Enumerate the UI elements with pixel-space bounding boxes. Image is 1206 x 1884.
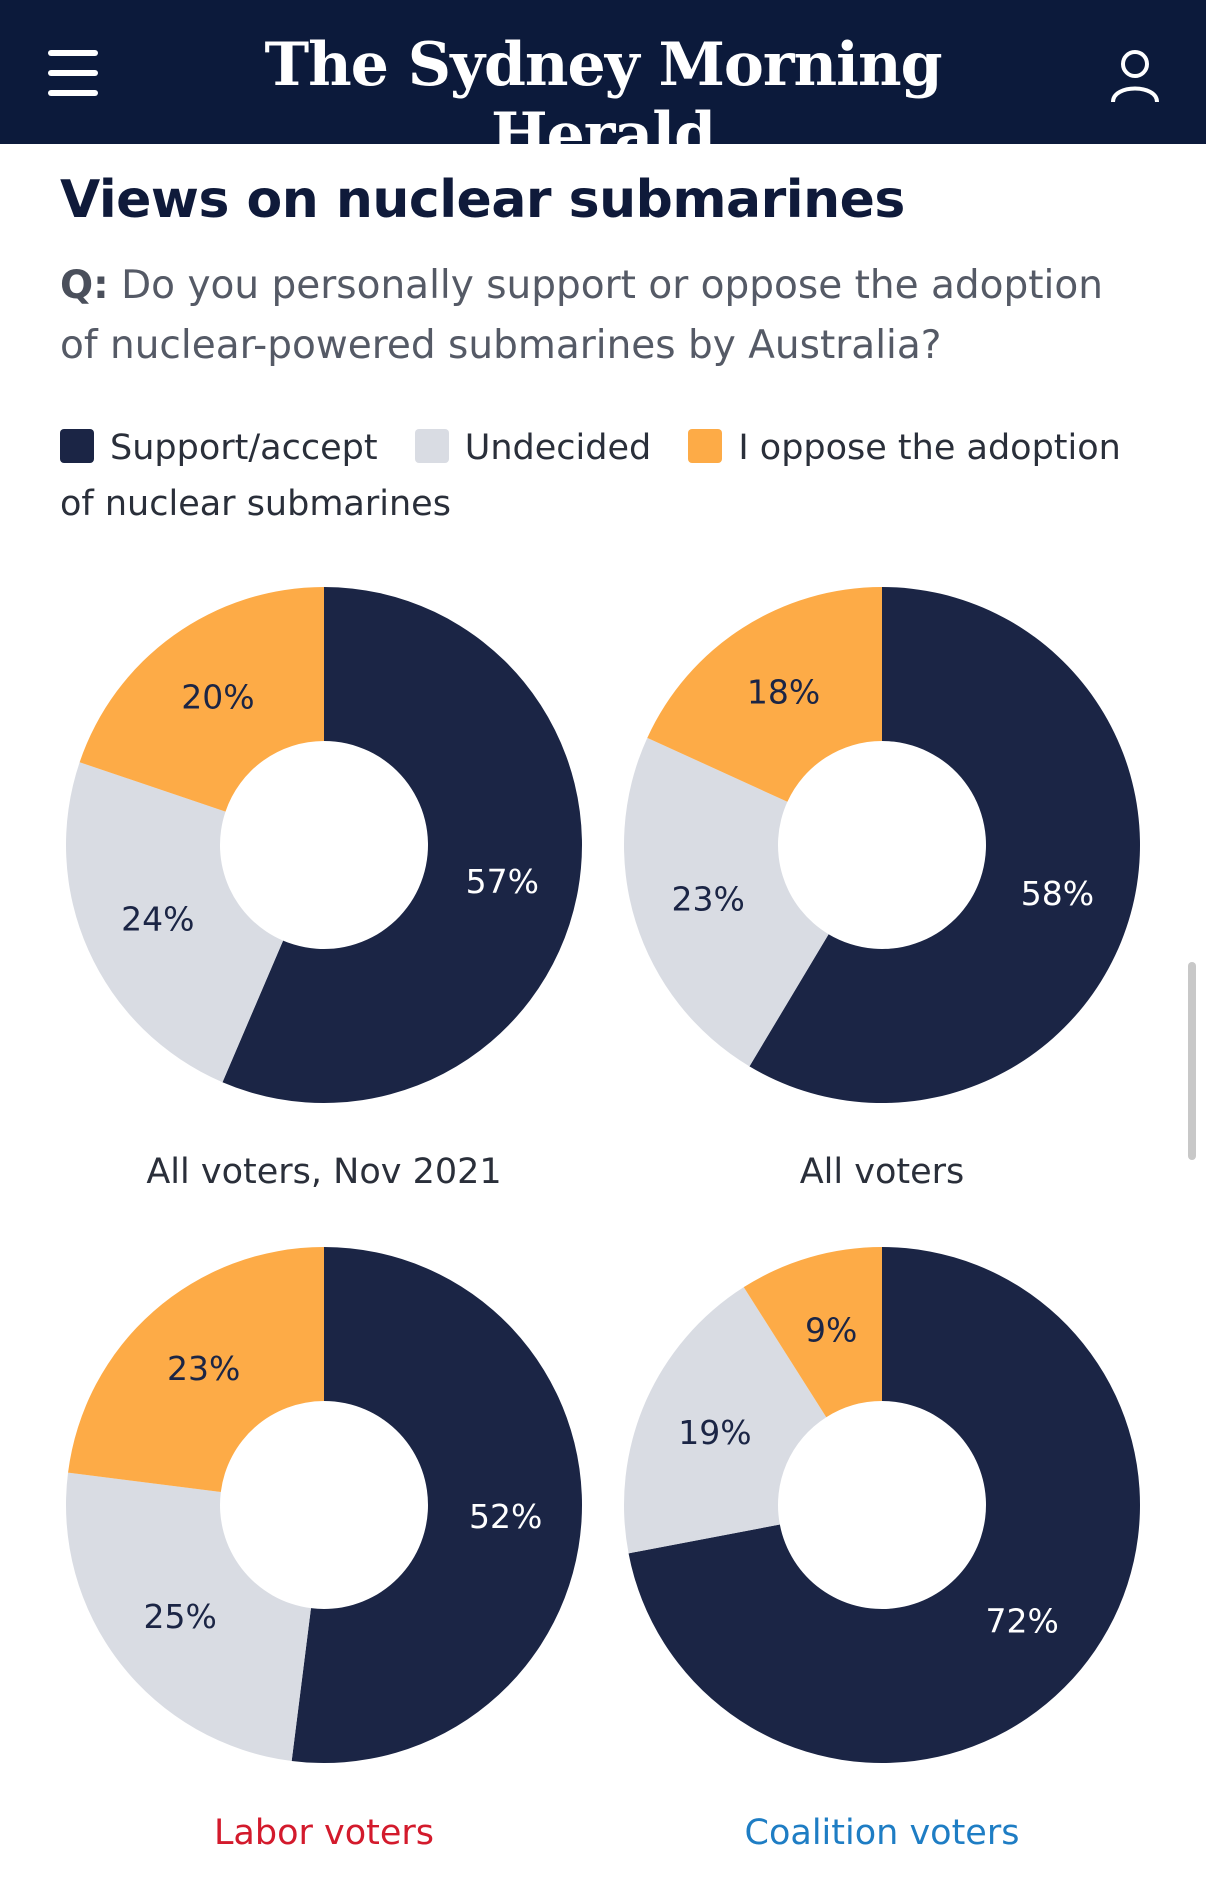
- slice-label-support: 57%: [466, 862, 539, 901]
- slice-support: [222, 587, 582, 1103]
- question-prefix: Q:: [60, 263, 109, 308]
- chart-caption-coalition-voters: Coalition voters: [745, 1813, 1020, 1853]
- chart-caption-all-voters: All voters: [800, 1152, 965, 1192]
- chart-caption-labor-voters: Labor voters: [214, 1813, 434, 1853]
- slice-oppose: [743, 1247, 882, 1418]
- donut-chart-all-voters: 58% 23% 18% All voters: [623, 587, 1140, 1192]
- slice-undecided: [65, 762, 284, 1083]
- legend-item-support: Support/accept: [60, 428, 389, 468]
- legend-swatch-support: [60, 429, 94, 463]
- slice-support: [749, 587, 1140, 1103]
- legend-label-oppose: I oppose the adoption of nuclear submari…: [60, 428, 1121, 524]
- slice-label-oppose: 18%: [747, 672, 820, 711]
- slice-support: [628, 1247, 1140, 1763]
- legend-label-support: Support/accept: [110, 428, 378, 468]
- chart-legend: Support/accept Undecided I oppose the ad…: [60, 420, 1150, 532]
- slice-label-undecided: 25%: [144, 1597, 217, 1636]
- chart-caption-all-voters-nov-2021: All voters, Nov 2021: [146, 1152, 501, 1192]
- top-navigation-bar: The Sydney Morning Herald: [0, 0, 1206, 170]
- slice-oppose: [68, 1247, 324, 1492]
- chart-title: Views on nuclear submarines: [60, 170, 905, 230]
- scrollbar-thumb[interactable]: [1188, 962, 1196, 1160]
- donut-chart-all-voters-nov-2021: 57% 24% 20% All voters, Nov 2021: [65, 587, 582, 1192]
- donut-chart-labor-voters: 52% 25% 23% Labor voters: [65, 1247, 583, 1853]
- slice-label-support: 58%: [1021, 874, 1094, 913]
- slice-label-undecided: 23%: [672, 880, 745, 919]
- survey-question: Q: Do you personally support or oppose t…: [60, 256, 1150, 376]
- hamburger-menu-icon[interactable]: [48, 50, 98, 96]
- donut-chart-coalition-voters: 72% 19% 9% Coalition voters: [624, 1247, 1140, 1853]
- slice-oppose: [79, 587, 324, 812]
- slice-label-support: 52%: [469, 1497, 542, 1536]
- slice-label-oppose: 9%: [805, 1311, 857, 1350]
- legend-item-undecided: Undecided: [414, 428, 663, 468]
- slice-undecided: [623, 737, 829, 1067]
- slice-label-oppose: 23%: [167, 1349, 240, 1388]
- user-account-icon[interactable]: [1110, 48, 1160, 104]
- slice-label-undecided: 24%: [121, 900, 194, 939]
- slice-undecided: [624, 1287, 827, 1554]
- slice-support: [291, 1247, 583, 1763]
- slice-label-support: 72%: [986, 1602, 1059, 1641]
- question-text: Do you personally support or oppose the …: [60, 263, 1103, 368]
- legend-swatch-undecided: [414, 429, 449, 463]
- masthead-logo[interactable]: The Sydney Morning Herald: [264, 30, 942, 170]
- legend-label-undecided: Undecided: [464, 428, 652, 468]
- legend-item-oppose: I oppose the adoption of nuclear submari…: [60, 428, 1121, 524]
- slice-label-oppose: 20%: [181, 678, 254, 717]
- slice-oppose: [647, 587, 882, 802]
- legend-swatch-oppose: [688, 429, 723, 463]
- slice-label-undecided: 19%: [678, 1413, 751, 1452]
- slice-undecided: [65, 1472, 311, 1761]
